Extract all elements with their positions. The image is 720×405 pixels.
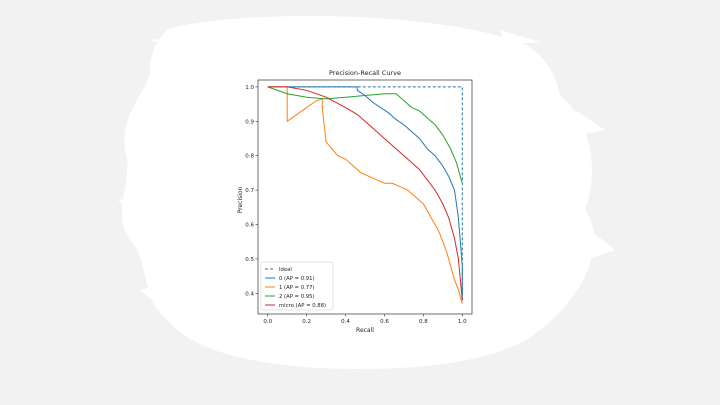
y-tick-label: 0.8 (245, 154, 254, 160)
y-tick-label: 0.7 (245, 188, 254, 194)
x-axis-label: Recall (356, 327, 374, 334)
legend-entry-3: 2 (AP = 0.95) (279, 294, 315, 300)
series-line-3 (267, 86, 463, 184)
x-tick-label: 0.8 (419, 319, 428, 325)
pr-curve-chart: Precision-Recall Curve 0.0 0.2 0.4 0.6 0.8 1.… (237, 69, 473, 334)
x-tick-label: 0.0 (263, 319, 272, 325)
series-layer (267, 86, 463, 304)
legend: Ideal 0 (AP = 0.91) 1 (AP = 0.77) 2 (AP = 0… (260, 261, 334, 311)
series-line-2 (267, 86, 463, 304)
x-tick-label: 0.4 (341, 319, 350, 325)
legend-box (260, 261, 334, 311)
axes-frame (257, 79, 473, 315)
series-line-0 (267, 86, 463, 301)
x-tick-label: 1.0 (458, 319, 467, 325)
x-tick-label: 0.6 (380, 319, 389, 325)
legend-entry-0: Ideal (279, 267, 292, 273)
x-tick-label: 0.2 (302, 319, 311, 325)
series-line-4 (267, 86, 463, 301)
x-ticks: 0.0 0.2 0.4 0.6 0.8 1.0 (263, 314, 467, 325)
y-tick-label: 0.5 (245, 257, 254, 263)
y-axis-label: Precision (237, 186, 244, 213)
legend-entry-4: micro (AP = 0.88) (279, 303, 326, 309)
legend-entry-2: 1 (AP = 0.77) (279, 285, 315, 291)
y-tick-label: 0.9 (245, 119, 254, 125)
chart-figure: Precision-Recall Curve 0.0 0.2 0.4 0.6 0.8 1.… (230, 62, 490, 347)
plot-area-border (257, 79, 473, 315)
chart-title: Precision-Recall Curve (329, 69, 401, 77)
y-tick-label: 1.0 (245, 85, 254, 91)
y-tick-label: 0.4 (245, 291, 254, 297)
y-ticks: 0.4 0.5 0.6 0.7 0.8 0.9 1.0 (245, 85, 258, 297)
y-tick-label: 0.6 (245, 223, 254, 229)
legend-entry-1: 0 (AP = 0.91) (279, 276, 315, 282)
